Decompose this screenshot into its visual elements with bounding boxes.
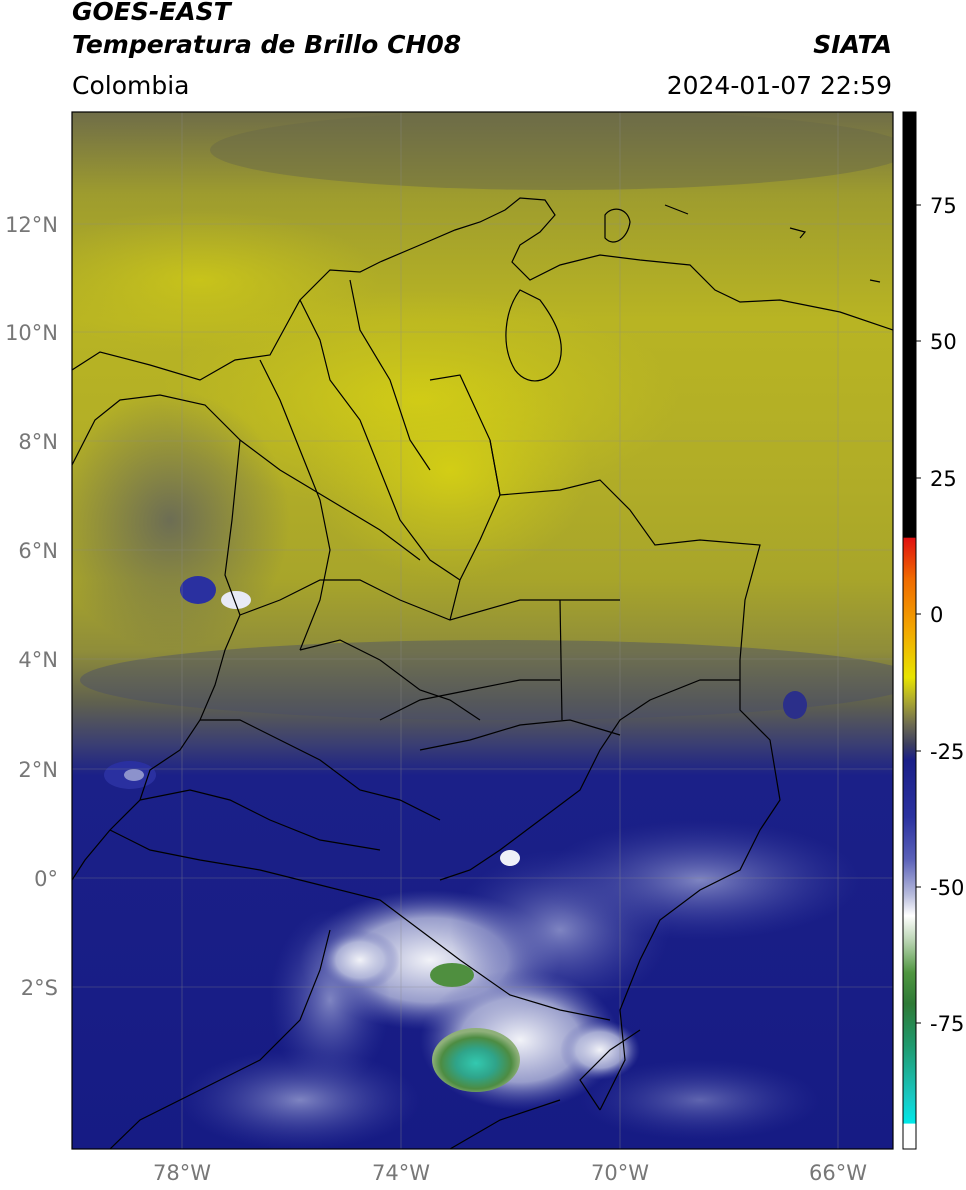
lat-label-6n: 6°N <box>18 539 58 563</box>
region-label: Colombia <box>72 71 190 100</box>
product-title: Temperatura de Brillo CH08 <box>72 30 462 59</box>
datetime-label: 2024-01-07 22:59 <box>666 71 892 100</box>
lon-label-66w: 66°W <box>809 1161 867 1185</box>
agency-label: SIATA <box>813 30 892 59</box>
lon-label-78w: 78°W <box>153 1161 211 1185</box>
lat-label-12n: 12°N <box>5 213 58 237</box>
lat-label-8n: 8°N <box>18 430 58 454</box>
satellite-image <box>72 112 893 1149</box>
colorbar-tick-neg50: -50 <box>930 876 964 900</box>
lat-label-10n: 10°N <box>5 321 58 345</box>
lat-label-4n: 4°N <box>18 648 58 672</box>
lat-label-2s: 2°S <box>21 976 58 1000</box>
colorbar-tick-75: 75 <box>930 194 957 218</box>
colorbar-tick-neg25: -25 <box>930 740 964 764</box>
lat-label-2n: 2°N <box>18 758 58 782</box>
borders <box>72 197 893 1149</box>
lon-label-74w: 74°W <box>372 1161 430 1185</box>
satellite-title: GOES-EAST <box>72 0 231 26</box>
lat-label-0: 0° <box>34 867 58 891</box>
colorbar: 75 50 25 0 -25 -50 -75 <box>902 111 964 1150</box>
lon-label-70w: 70°W <box>591 1161 649 1185</box>
colorbar-tick-0: 0 <box>930 603 943 627</box>
colorbar-tick-50: 50 <box>930 330 957 354</box>
colorbar-tick-neg75: -75 <box>930 1012 964 1036</box>
colorbar-tick-25: 25 <box>930 467 957 491</box>
